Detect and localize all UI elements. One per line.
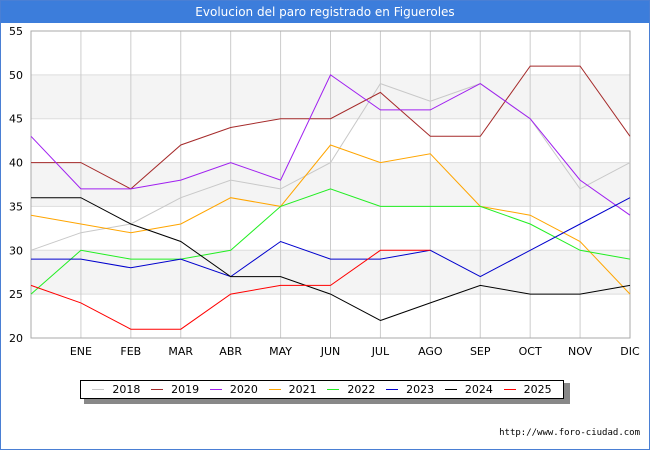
series-line-2021 xyxy=(30,144,631,295)
source-url: http://www.foro-ciudad.com xyxy=(499,428,640,438)
x-tick-label: JUN xyxy=(320,345,341,358)
y-tick-label: 55 xyxy=(9,25,23,38)
y-tick-label: 25 xyxy=(9,288,23,301)
x-tick-label: FEB xyxy=(120,345,141,358)
legend-item-2023: 2023 xyxy=(386,383,434,396)
legend-item-2025: 2025 xyxy=(503,383,552,396)
legend-swatch xyxy=(268,389,281,390)
y-tick-label: 45 xyxy=(9,113,23,126)
series-line-2025 xyxy=(30,249,431,330)
legend-swatch xyxy=(327,389,340,390)
x-tick-label: ENE xyxy=(70,345,92,358)
y-tick-label: 20 xyxy=(9,332,23,345)
y-tick-label: 40 xyxy=(9,157,23,170)
legend-item-2022: 2022 xyxy=(327,383,375,396)
legend-item-2020: 2020 xyxy=(209,383,258,396)
series-line-2023 xyxy=(31,197,631,278)
x-tick-label: MAY xyxy=(269,345,292,358)
legend-label: 2021 xyxy=(288,383,317,396)
legend-swatch xyxy=(386,389,399,390)
legend-swatch xyxy=(92,389,105,390)
legend-label: 2019 xyxy=(171,383,200,396)
legend-item-2024: 2024 xyxy=(444,383,493,396)
legend-swatch xyxy=(209,389,222,390)
series-line-2024 xyxy=(31,197,631,322)
series-line-2020 xyxy=(30,74,631,216)
legend-item-2021: 2021 xyxy=(268,383,317,396)
legend-label: 2024 xyxy=(464,383,493,396)
legend-swatch xyxy=(151,389,164,390)
x-tick-label: MAR xyxy=(168,345,193,358)
legend-item-2019: 2019 xyxy=(151,383,199,396)
legend: 2018 2019 2020 2021 2022 2023 2024 2025 xyxy=(80,380,564,399)
legend-swatch xyxy=(444,389,457,390)
legend-item-2018: 2018 xyxy=(92,383,140,396)
legend-label: 2023 xyxy=(406,383,435,396)
chart-title: Evolucion del paro registrado en Figuero… xyxy=(1,1,649,23)
x-tick-label: DIC xyxy=(620,345,640,358)
x-tick-label: AGO xyxy=(418,345,443,358)
legend-label: 2018 xyxy=(112,383,141,396)
y-tick-label: 30 xyxy=(9,244,23,257)
legend-swatch xyxy=(503,389,516,390)
series-line-2022 xyxy=(30,188,631,295)
legend-label: 2020 xyxy=(229,383,258,396)
x-tick-label: ABR xyxy=(219,345,242,358)
y-tick-label: 35 xyxy=(9,200,23,213)
x-tick-label: SEP xyxy=(470,345,491,358)
x-tick-label: OCT xyxy=(519,345,542,358)
plot-border xyxy=(30,30,631,339)
legend-label: 2025 xyxy=(523,383,552,396)
x-tick-label: NOV xyxy=(568,345,593,358)
legend-label: 2022 xyxy=(347,383,376,396)
x-tick-label: JUL xyxy=(371,345,390,358)
y-tick-label: 50 xyxy=(9,69,23,82)
